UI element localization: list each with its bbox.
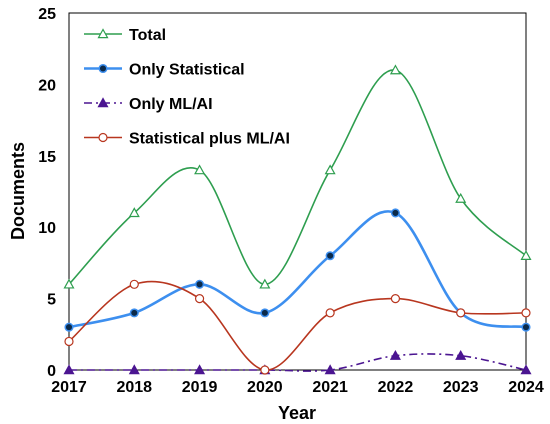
x-tick-label: 2022 <box>378 379 414 396</box>
data-point <box>195 279 205 289</box>
legend-item: Total <box>84 27 166 44</box>
series-line <box>68 210 527 329</box>
x-tick-label: 2018 <box>116 379 152 396</box>
data-point <box>64 322 74 332</box>
data-point <box>389 64 401 75</box>
data-point <box>390 294 401 304</box>
y-tick-label: 5 <box>47 292 56 309</box>
legend-marker <box>98 132 108 143</box>
data-point <box>325 251 335 261</box>
legend-marker <box>98 63 108 74</box>
data-point <box>260 308 270 318</box>
legend-marker <box>97 97 109 108</box>
legend-item: Only Statistical <box>84 62 245 79</box>
y-tick-label: 20 <box>38 77 56 94</box>
data-point <box>520 364 532 375</box>
data-point <box>260 365 270 375</box>
x-tick-label: 2020 <box>247 379 283 396</box>
legend-label: Statistical plus ML/AI <box>129 131 290 148</box>
series-3 <box>64 279 531 375</box>
data-point <box>520 250 532 260</box>
data-point <box>390 208 400 218</box>
y-tick-label: 0 <box>47 363 56 380</box>
data-point <box>194 164 206 175</box>
y-tick-label: 15 <box>38 149 56 166</box>
x-tick-label: 2024 <box>508 379 544 396</box>
data-point <box>324 364 336 375</box>
data-point <box>129 308 139 318</box>
x-tick-label: 2021 <box>312 379 348 396</box>
y-tick-label: 25 <box>38 6 56 23</box>
legend-marker <box>97 28 109 39</box>
x-tick-label: 2017 <box>51 379 87 396</box>
data-point <box>259 278 271 289</box>
legend-item: Only ML/AI <box>84 96 213 113</box>
data-point <box>456 308 466 318</box>
legend: Total Only Statistical Only ML/AI Statistic… <box>84 27 290 148</box>
x-tick-label: 2019 <box>182 379 218 396</box>
data-point <box>455 349 467 360</box>
data-point <box>128 364 140 375</box>
data-point <box>64 336 74 347</box>
x-tick-labels: 2017 2018 2019 2020 2021 2022 2023 2024 <box>51 379 544 396</box>
series-2 <box>63 349 532 375</box>
legend-label: Only ML/AI <box>129 96 213 113</box>
series-0 <box>63 64 532 289</box>
series-line <box>68 353 527 372</box>
y-tick-labels: 0 5 10 15 20 25 <box>38 6 56 380</box>
data-point <box>63 278 75 289</box>
x-tick-label: 2023 <box>443 379 479 396</box>
legend-label: Only Statistical <box>129 62 245 79</box>
data-point <box>521 308 531 318</box>
legend-label: Total <box>129 27 166 44</box>
data-point <box>455 192 467 203</box>
x-axis-title: Year <box>278 403 316 423</box>
series-layer <box>63 64 532 375</box>
y-axis-title: Documents <box>8 142 28 240</box>
data-point <box>325 308 335 318</box>
series-line <box>68 69 527 286</box>
data-point <box>389 349 401 360</box>
data-point <box>128 207 140 218</box>
y-tick-label: 10 <box>38 220 56 237</box>
data-point <box>63 364 75 375</box>
data-point <box>129 279 139 289</box>
data-point <box>194 364 206 375</box>
data-point <box>194 294 205 304</box>
legend-item: Statistical plus ML/AI <box>84 131 290 148</box>
data-point <box>324 164 336 175</box>
data-point <box>521 322 531 332</box>
